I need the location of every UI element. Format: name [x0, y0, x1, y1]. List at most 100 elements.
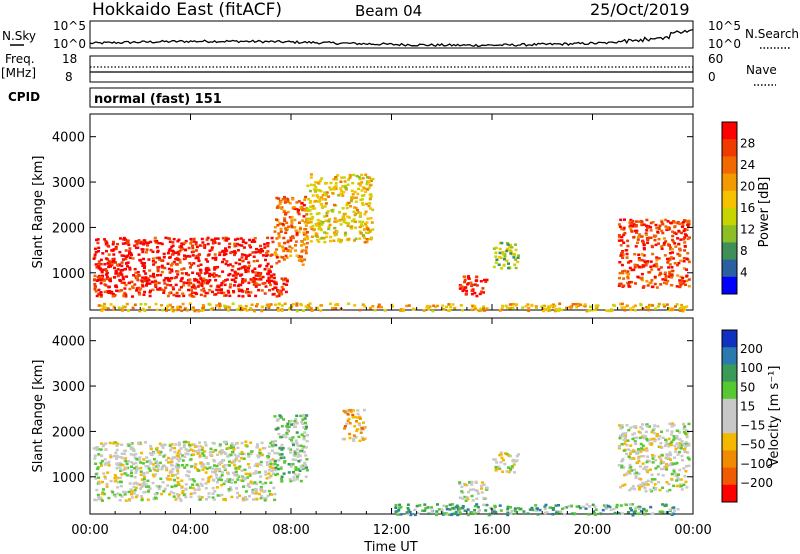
data-cell [683, 425, 687, 428]
data-cell [650, 268, 654, 271]
data-cell [293, 207, 297, 210]
data-cell [279, 255, 283, 259]
data-cell [214, 258, 218, 261]
data-cell [618, 434, 622, 438]
data-cell [670, 266, 674, 269]
colorbar-tick-label: 50 [740, 380, 755, 394]
freq-tick-low: 8 [65, 70, 73, 84]
data-cell [348, 422, 352, 425]
data-cell [342, 220, 346, 223]
data-cell [122, 254, 126, 257]
data-cell [240, 441, 244, 445]
data-cell [221, 236, 225, 240]
data-cell [273, 459, 277, 463]
data-cell [677, 242, 681, 246]
data-cell [661, 510, 665, 514]
data-cell [207, 495, 211, 499]
data-cell [401, 308, 405, 311]
data-cell [315, 307, 319, 310]
x-tick-label: 20:00 [574, 523, 611, 538]
data-cell [529, 508, 533, 511]
data-cell [357, 175, 361, 179]
data-cell [623, 309, 627, 312]
data-cell [247, 264, 251, 268]
data-cell [677, 444, 681, 448]
noise-tick-high-right: 10^5 [708, 19, 741, 33]
data-cell [165, 307, 169, 310]
data-cell [658, 455, 661, 459]
data-cell [234, 458, 238, 461]
data-cell [174, 263, 178, 266]
data-cell [633, 468, 636, 472]
data-cell [109, 455, 113, 459]
data-cell [195, 483, 199, 486]
data-cell [225, 260, 229, 263]
data-cell [295, 302, 299, 305]
data-cell [199, 445, 203, 448]
data-cell [170, 268, 174, 271]
data-cell [257, 288, 261, 292]
data-cell [166, 262, 170, 265]
data-cell [189, 289, 193, 292]
data-cell [682, 221, 686, 224]
data-cell [100, 499, 104, 502]
data-cell [130, 496, 134, 499]
data-cell [657, 237, 661, 241]
data-cell [159, 477, 163, 480]
data-cell [191, 246, 195, 250]
data-cell [148, 291, 152, 294]
data-cell [316, 219, 320, 222]
data-cell [309, 225, 313, 229]
data-cell [120, 281, 124, 284]
data-cell [245, 476, 249, 479]
data-cell [653, 432, 657, 435]
data-cell [659, 283, 663, 286]
data-cell [176, 258, 180, 261]
data-cell [172, 260, 176, 264]
data-cell [314, 188, 318, 192]
data-cell [308, 189, 312, 193]
data-cell [162, 291, 166, 294]
data-cell [218, 468, 222, 472]
data-cell [659, 266, 663, 269]
data-cell [296, 455, 300, 458]
data-cell [281, 446, 285, 450]
data-cell [675, 442, 679, 445]
data-cell [107, 464, 111, 467]
data-cell [548, 309, 552, 312]
data-cell [193, 279, 197, 282]
data-cell [280, 453, 284, 456]
data-cell [220, 474, 224, 477]
data-cell [139, 303, 143, 306]
data-cell [333, 220, 337, 223]
data-cell [96, 466, 100, 469]
data-cell [355, 420, 358, 423]
data-cell [651, 245, 654, 249]
data-cell [258, 454, 262, 457]
data-cell [680, 231, 684, 235]
data-cell [173, 276, 177, 280]
data-cell [189, 242, 193, 245]
data-cell [355, 429, 359, 433]
data-cell [185, 255, 189, 258]
cpid-mode: normal (fast) 151 [94, 92, 222, 107]
data-cell [554, 308, 558, 311]
data-cell [687, 260, 691, 264]
data-cell [365, 240, 369, 244]
data-cell [654, 262, 658, 266]
data-cell [512, 256, 516, 259]
data-cell [294, 229, 298, 232]
data-cell [647, 305, 651, 309]
data-cell [357, 182, 361, 185]
data-cell [223, 464, 227, 467]
data-cell [168, 271, 172, 274]
data-cell [477, 309, 481, 313]
data-cell [154, 261, 157, 264]
data-cell [470, 289, 474, 292]
data-cell [510, 509, 514, 513]
y-tick-label: 1000 [52, 471, 85, 486]
data-cell [166, 251, 170, 255]
data-cell [652, 438, 656, 441]
data-cell [104, 284, 108, 287]
data-cell [622, 226, 626, 230]
